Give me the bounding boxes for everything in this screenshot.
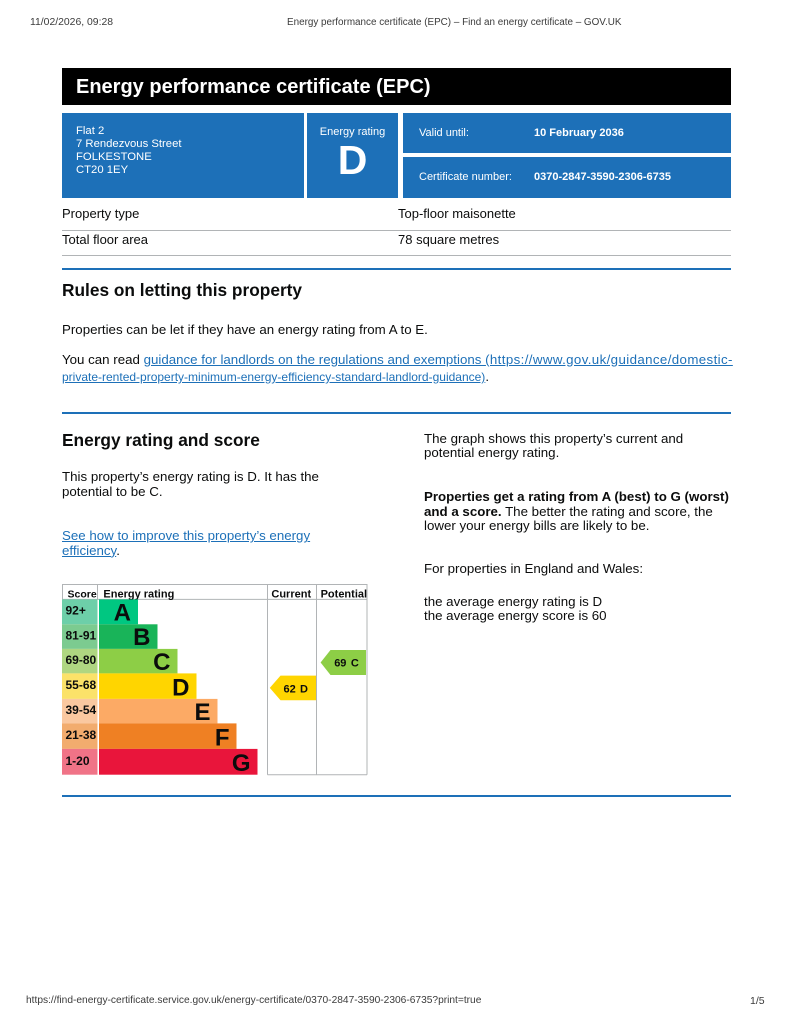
svg-text:81-91: 81-91	[66, 628, 97, 642]
svg-text:C: C	[153, 649, 170, 676]
svg-text:69-80: 69-80	[66, 653, 97, 667]
svg-text:F: F	[215, 724, 230, 751]
svg-text:A: A	[114, 599, 131, 626]
svg-text:E: E	[194, 699, 210, 726]
svg-text:Energy rating: Energy rating	[103, 589, 174, 601]
svg-text:D: D	[300, 683, 308, 695]
svg-text:Score: Score	[68, 589, 97, 601]
svg-text:69: 69	[334, 657, 346, 669]
svg-text:C: C	[351, 657, 359, 669]
svg-text:39-54: 39-54	[66, 703, 97, 717]
svg-text:55-68: 55-68	[66, 678, 97, 692]
svg-text:92+: 92+	[66, 604, 86, 618]
svg-text:G: G	[232, 750, 251, 776]
svg-text:B: B	[133, 624, 150, 651]
svg-text:Current: Current	[271, 589, 311, 601]
svg-text:21-38: 21-38	[66, 728, 97, 742]
svg-text:62: 62	[284, 683, 296, 695]
svg-text:Potential: Potential	[321, 589, 367, 601]
svg-text:1-20: 1-20	[66, 754, 90, 768]
svg-text:D: D	[172, 674, 189, 701]
